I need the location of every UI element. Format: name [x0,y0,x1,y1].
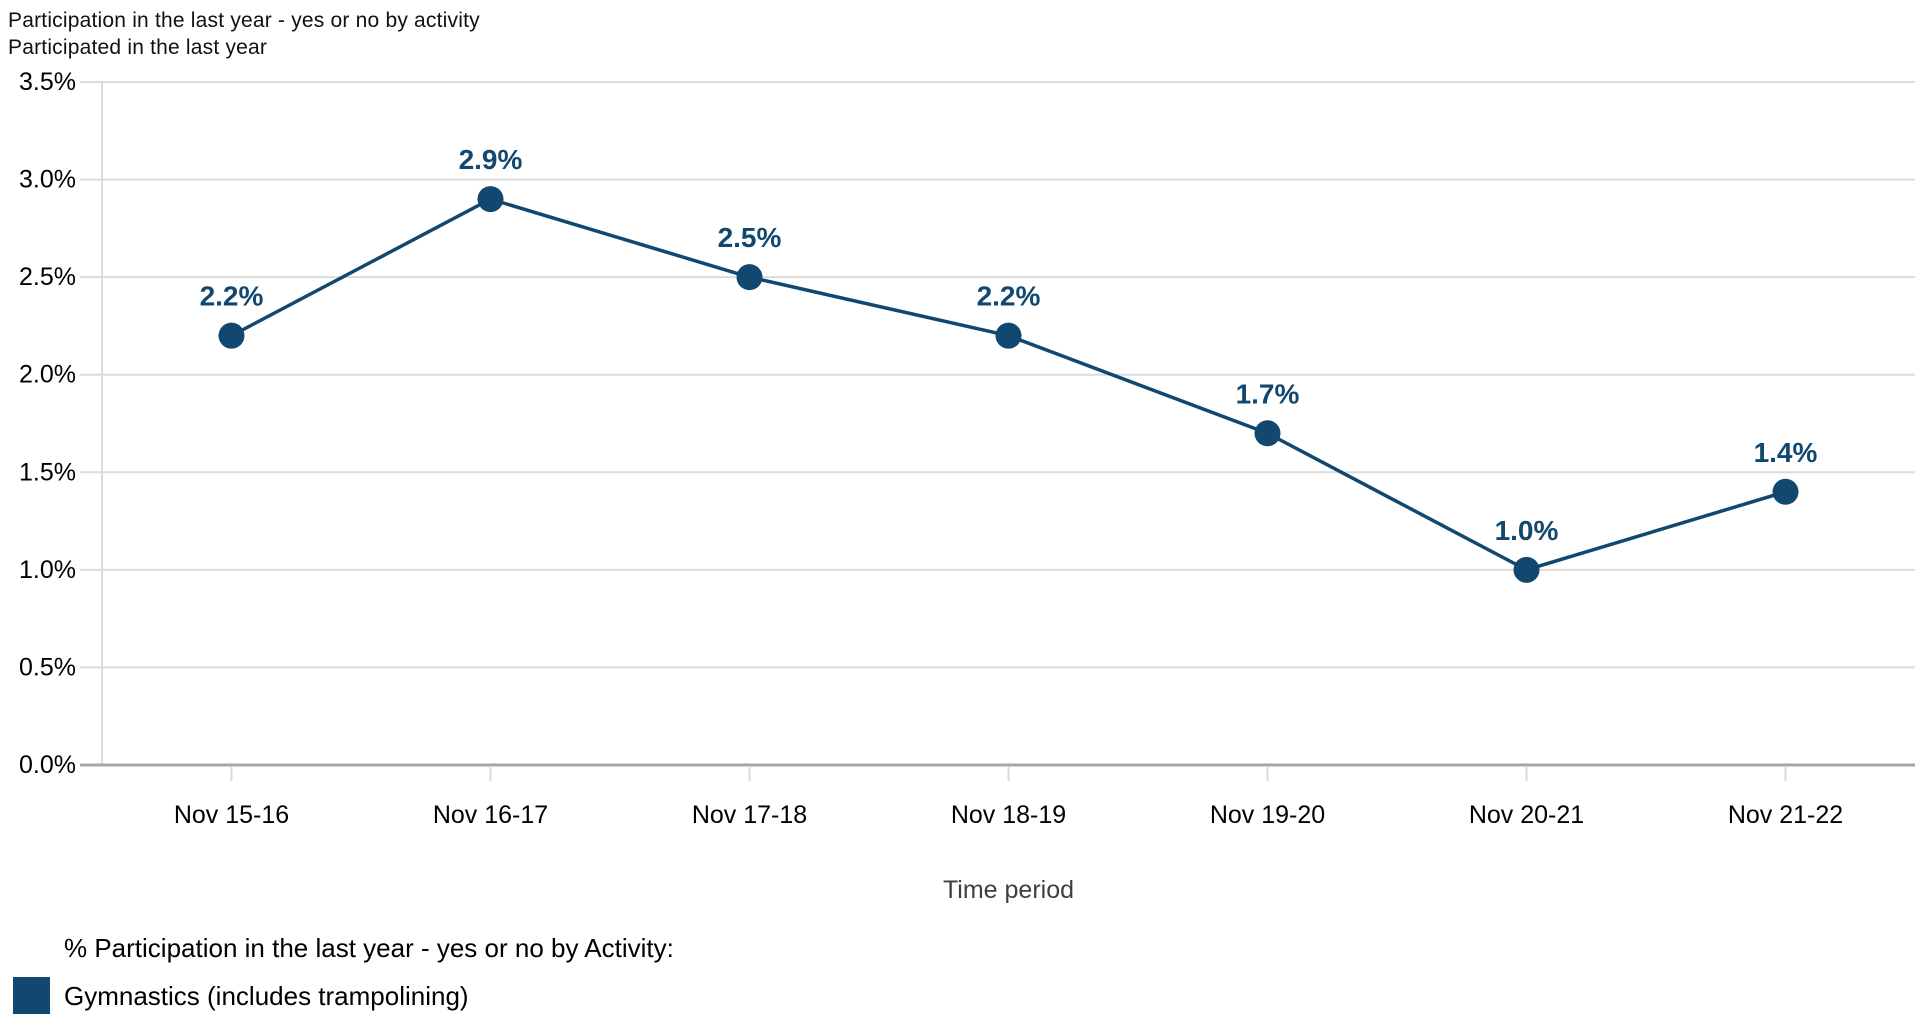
x-axis-category-label: Nov 17-18 [692,801,807,829]
x-axis-category-label: Nov 16-17 [433,801,548,829]
data-point-label: 1.0% [1495,515,1559,546]
data-point-label: 1.4% [1754,437,1818,468]
data-point-label: 2.9% [459,144,523,175]
y-axis-title: Participated in the last year [8,36,268,59]
chart-header: Participation in the last year - yes or … [8,7,480,61]
y-axis-tick-label: 1.5% [19,458,76,486]
x-axis-title: Time period [943,876,1074,904]
x-axis-category-label: Nov 21-22 [1728,801,1843,829]
y-axis-tick-label: 2.0% [19,361,76,389]
data-point-label: 2.2% [200,281,264,312]
data-point-label: 2.5% [718,222,782,253]
chart-title: Participation in the last year - yes or … [8,9,480,32]
data-point[interactable] [1772,478,1799,505]
data-point[interactable] [1254,420,1281,447]
y-axis-tick-label: 2.5% [19,263,76,291]
legend-item-gymnastics[interactable]: Gymnastics (includes trampolining) [13,977,469,1014]
data-point[interactable] [218,322,245,349]
data-point[interactable] [736,264,763,291]
data-point-label: 2.2% [977,281,1041,312]
y-axis-tick-label: 0.0% [19,751,76,779]
data-point[interactable] [995,322,1022,349]
y-axis-tick-label: 3.0% [19,166,76,194]
y-axis-tick-label: 1.0% [19,556,76,584]
x-axis-category-label: Nov 15-16 [174,801,289,829]
x-axis-category-label: Nov 20-21 [1469,801,1584,829]
data-point-label: 1.7% [1236,378,1300,409]
legend-item-label: Gymnastics (includes trampolining) [64,980,469,1011]
x-axis-category-label: Nov 18-19 [951,801,1066,829]
y-axis-tick-label: 3.5% [19,68,76,96]
y-axis-tick-label: 0.5% [19,653,76,681]
legend-swatch [13,977,50,1014]
legend-title: % Participation in the last year - yes o… [64,933,674,963]
data-point[interactable] [1513,556,1540,583]
data-point[interactable] [477,186,504,213]
x-axis-category-label: Nov 19-20 [1210,801,1325,829]
